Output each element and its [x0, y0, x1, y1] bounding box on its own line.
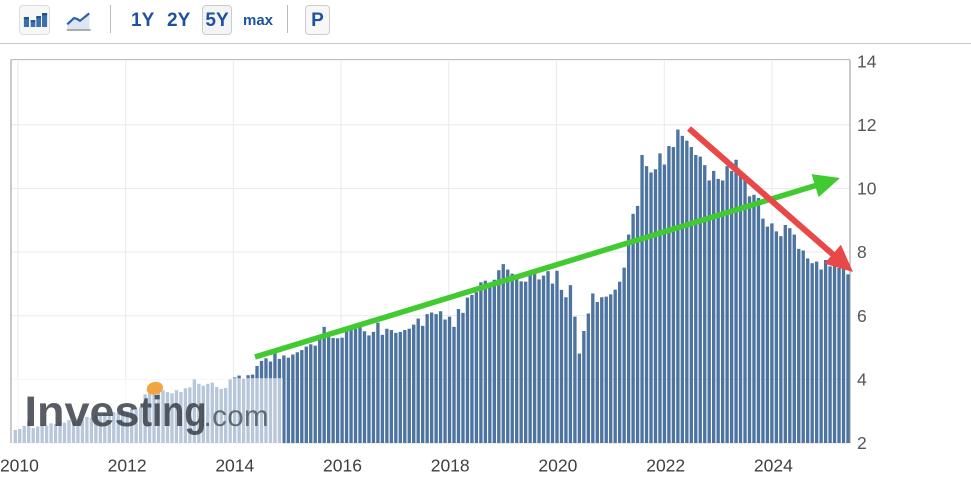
svg-text:4: 4: [857, 370, 867, 390]
svg-text:2018: 2018: [431, 456, 470, 476]
svg-text:.com: .com: [204, 400, 270, 433]
svg-text:2020: 2020: [538, 456, 577, 476]
svg-text:8: 8: [857, 242, 867, 262]
svg-text:12: 12: [857, 115, 876, 135]
svg-text:10: 10: [857, 179, 877, 199]
svg-text:Inves: Inves: [25, 388, 140, 436]
svg-text:2: 2: [857, 433, 867, 453]
svg-text:2012: 2012: [108, 456, 147, 476]
svg-text:ting: ting: [140, 388, 207, 436]
svg-text:6: 6: [857, 306, 867, 326]
svg-text:14: 14: [857, 51, 877, 71]
svg-text:2010: 2010: [0, 456, 39, 476]
svg-text:2022: 2022: [646, 456, 685, 476]
svg-text:2024: 2024: [754, 456, 793, 476]
svg-text:2016: 2016: [323, 456, 362, 476]
svg-text:2014: 2014: [215, 456, 254, 476]
